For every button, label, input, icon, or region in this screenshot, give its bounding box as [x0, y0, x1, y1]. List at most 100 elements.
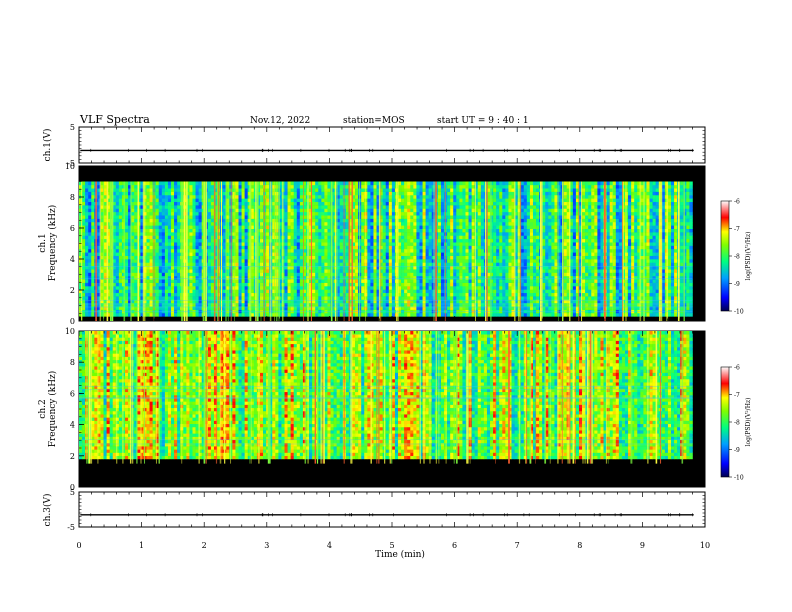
spectrogram-cell	[428, 188, 433, 192]
spectrogram-cell	[223, 221, 227, 226]
spectrogram-cell	[309, 299, 313, 304]
spectrogram-cell	[428, 255, 433, 260]
spectrogram-cell	[352, 272, 356, 277]
spectrogram-cell	[373, 184, 377, 189]
spectrogram-cell	[440, 282, 445, 287]
spectrogram-cell	[382, 292, 387, 297]
spectrogram-cell	[79, 265, 83, 270]
spectrogram-cell	[382, 245, 387, 250]
spectrogram-cell	[450, 194, 454, 199]
spectrogram-cell	[459, 289, 463, 294]
spectrogram-cell	[259, 235, 264, 240]
spectrogram-cell	[419, 205, 423, 209]
spectrogram-cell	[355, 181, 359, 186]
spectrogram-cell	[398, 232, 402, 236]
spectrogram-cell	[302, 286, 307, 290]
spectrogram-cell	[376, 302, 380, 307]
spectrogram-cell	[88, 252, 92, 256]
spectrogram-cell	[456, 279, 460, 283]
spectrogram-cell	[339, 218, 344, 223]
spectrogram-cell	[155, 194, 160, 199]
spectrogram-cell	[339, 282, 344, 287]
spectrogram-cell	[419, 208, 423, 213]
spectrogram-cell	[161, 262, 166, 267]
spectrogram-cell	[428, 245, 433, 250]
spectrogram-cell	[450, 302, 454, 307]
spectrogram-cell	[149, 296, 153, 300]
spectrogram-cell	[370, 198, 374, 203]
spectrogram-cell	[453, 184, 457, 189]
spectrogram-cell	[352, 205, 356, 209]
spectrogram-cell	[189, 208, 193, 213]
spectrogram-cell	[198, 205, 202, 209]
spectrogram-cell	[287, 269, 291, 273]
spectrogram-cell	[250, 265, 255, 270]
spectrogram-cell	[431, 245, 436, 250]
spectrogram-cell	[134, 269, 138, 273]
spectrogram-cell	[118, 255, 123, 260]
spectrogram-cell	[290, 228, 295, 233]
spectrogram-cell	[376, 306, 380, 310]
spectrogram-cell	[155, 232, 160, 236]
spectrogram-cell	[210, 232, 215, 236]
spectrogram-cell	[447, 279, 451, 283]
spectrogram-cell	[103, 312, 107, 317]
spectrogram-cell	[112, 248, 117, 253]
spectrogram-cell	[259, 201, 264, 206]
spectrogram-cell	[213, 282, 218, 287]
spectrogram-cell	[91, 205, 95, 209]
spectrogram-cell	[79, 184, 83, 189]
spectrogram-cell	[118, 302, 123, 307]
spectrogram-cell	[321, 289, 325, 294]
spectrogram-cell	[416, 265, 420, 270]
spectrogram-cell	[146, 255, 150, 260]
spectrogram-cell	[278, 282, 282, 287]
spectrogram-cell	[388, 269, 393, 273]
spectrogram-cell	[128, 272, 132, 277]
spectrogram-cell	[250, 242, 255, 246]
spectrogram-cell	[149, 194, 153, 199]
spectrogram-cell	[235, 312, 239, 317]
spectrogram-cell	[456, 184, 460, 189]
spectrogram-cell	[250, 312, 255, 317]
spectrogram-cell	[88, 215, 92, 219]
spectrogram-cell	[198, 218, 202, 223]
spectrogram-cell	[97, 279, 101, 283]
spectrogram-cell	[244, 242, 249, 246]
spectrogram-cell	[315, 181, 319, 186]
spectrogram-cell	[287, 302, 291, 307]
spectrogram-cell	[447, 184, 451, 189]
spectrogram-cell	[128, 215, 132, 219]
spectrogram-cell	[416, 286, 420, 290]
spectrogram-cell	[293, 312, 298, 317]
spectrogram-cell	[413, 292, 417, 297]
spectrogram-cell	[339, 184, 344, 189]
spectrogram-cell	[388, 262, 393, 267]
spectrogram-cell	[198, 262, 202, 267]
spectrogram-cell	[364, 232, 368, 236]
spectrogram-cell	[82, 232, 86, 236]
spectrogram-cell	[364, 272, 368, 277]
spectrogram-cell	[106, 302, 110, 307]
spectrogram-cell	[272, 259, 276, 263]
spectrogram-cell	[79, 181, 83, 186]
spectrogram-cell	[103, 252, 107, 256]
spectrogram-cell	[79, 306, 83, 310]
spectrogram-cell	[131, 296, 135, 300]
spectrogram-cell	[235, 221, 239, 226]
spectrogram-cell	[370, 194, 374, 199]
spectrogram-cell	[407, 242, 411, 246]
spectrogram-cell	[450, 188, 454, 192]
spectrogram-cell	[272, 272, 276, 277]
spectrogram-cell	[272, 279, 276, 283]
spectrogram-cell	[171, 289, 175, 294]
spectrogram-cell	[367, 201, 371, 206]
spectrogram-cell	[431, 235, 436, 240]
spectrogram-cell	[367, 269, 371, 273]
spectrogram-cell	[287, 208, 291, 213]
spectrogram-cell	[364, 245, 368, 250]
spectrogram-cell	[398, 201, 402, 206]
spectrogram-cell	[91, 188, 95, 192]
spectrogram-cell	[131, 279, 135, 283]
spectrogram-cell	[272, 191, 276, 196]
